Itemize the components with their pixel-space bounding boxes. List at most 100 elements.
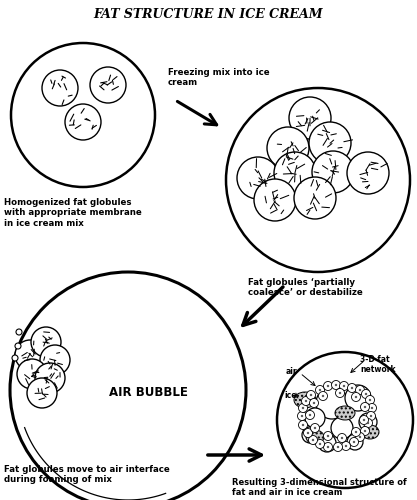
Circle shape [324, 442, 332, 452]
Circle shape [337, 446, 339, 448]
Circle shape [347, 152, 389, 194]
Circle shape [312, 151, 354, 193]
Circle shape [254, 179, 296, 221]
Circle shape [364, 430, 366, 432]
Circle shape [305, 400, 307, 402]
Ellipse shape [294, 392, 316, 408]
Circle shape [345, 445, 347, 447]
Circle shape [355, 396, 357, 398]
Circle shape [371, 407, 373, 409]
Text: Freezing mix into ice
cream: Freezing mix into ice cream [168, 68, 270, 87]
Circle shape [302, 407, 304, 409]
Circle shape [316, 386, 324, 394]
Circle shape [359, 413, 377, 431]
Circle shape [322, 395, 324, 397]
Circle shape [299, 420, 307, 430]
Text: 3-D fat
network: 3-D fat network [360, 355, 396, 374]
Circle shape [31, 327, 61, 357]
Circle shape [316, 387, 348, 419]
Circle shape [363, 419, 365, 421]
Circle shape [310, 394, 312, 396]
Circle shape [17, 359, 47, 389]
Circle shape [361, 426, 369, 436]
Circle shape [11, 43, 155, 187]
Circle shape [10, 272, 246, 500]
Circle shape [327, 435, 329, 437]
Circle shape [359, 436, 361, 438]
Text: AIR BUBBLE: AIR BUBBLE [108, 386, 187, 400]
Circle shape [327, 385, 329, 387]
Circle shape [365, 396, 374, 404]
Circle shape [226, 88, 410, 272]
Circle shape [327, 446, 329, 448]
Circle shape [356, 386, 364, 394]
Circle shape [307, 432, 309, 434]
Circle shape [12, 355, 18, 361]
Circle shape [277, 352, 413, 488]
Circle shape [289, 97, 331, 139]
Circle shape [302, 427, 318, 443]
Ellipse shape [335, 406, 355, 420]
Circle shape [362, 390, 370, 398]
Circle shape [370, 415, 372, 417]
Circle shape [353, 441, 355, 443]
Circle shape [332, 380, 341, 390]
Circle shape [336, 388, 344, 398]
Circle shape [299, 404, 307, 412]
Ellipse shape [306, 430, 324, 444]
Circle shape [339, 382, 349, 390]
Circle shape [361, 402, 369, 411]
Circle shape [309, 414, 311, 416]
Circle shape [42, 70, 78, 106]
Circle shape [309, 122, 351, 164]
Text: Fat globules ‘partially
coalesce’ or destabilize: Fat globules ‘partially coalesce’ or des… [248, 278, 363, 297]
Text: Resulting 3-dimensional structure of
fat and air in ice cream: Resulting 3-dimensional structure of fat… [232, 478, 407, 497]
Circle shape [349, 438, 359, 446]
Circle shape [40, 345, 70, 375]
Circle shape [369, 399, 371, 401]
Circle shape [356, 432, 364, 442]
Circle shape [313, 402, 315, 404]
Circle shape [297, 412, 306, 420]
Circle shape [343, 385, 345, 387]
Circle shape [301, 396, 311, 406]
Circle shape [364, 418, 372, 428]
Circle shape [15, 340, 45, 370]
Circle shape [355, 431, 357, 433]
Circle shape [274, 152, 316, 194]
Circle shape [345, 385, 371, 411]
Circle shape [302, 424, 304, 426]
Circle shape [367, 404, 377, 412]
Circle shape [334, 442, 342, 452]
Circle shape [367, 412, 375, 420]
Circle shape [319, 392, 327, 400]
Circle shape [306, 410, 314, 420]
Circle shape [309, 398, 319, 407]
Circle shape [237, 157, 279, 199]
Circle shape [339, 392, 341, 394]
Circle shape [309, 436, 317, 444]
Circle shape [359, 389, 361, 391]
Circle shape [65, 104, 101, 140]
Circle shape [319, 389, 321, 391]
Circle shape [351, 387, 353, 389]
Circle shape [311, 424, 319, 432]
Circle shape [305, 408, 325, 428]
Circle shape [365, 393, 367, 395]
Circle shape [294, 177, 336, 219]
Circle shape [331, 417, 353, 439]
Circle shape [304, 428, 312, 438]
Circle shape [324, 382, 332, 390]
Text: ice: ice [284, 390, 296, 400]
Circle shape [324, 432, 332, 440]
Circle shape [306, 390, 316, 400]
Circle shape [16, 329, 22, 335]
Text: Homogenized fat globules
with appropriate membrane
in ice cream mix: Homogenized fat globules with appropriat… [4, 198, 142, 228]
Circle shape [312, 439, 314, 441]
Text: Fat globules move to air interface
during foaming of mix: Fat globules move to air interface durin… [4, 465, 170, 484]
Circle shape [35, 363, 65, 393]
Circle shape [27, 378, 57, 408]
Circle shape [341, 437, 343, 439]
Circle shape [367, 422, 369, 424]
Circle shape [15, 343, 21, 349]
